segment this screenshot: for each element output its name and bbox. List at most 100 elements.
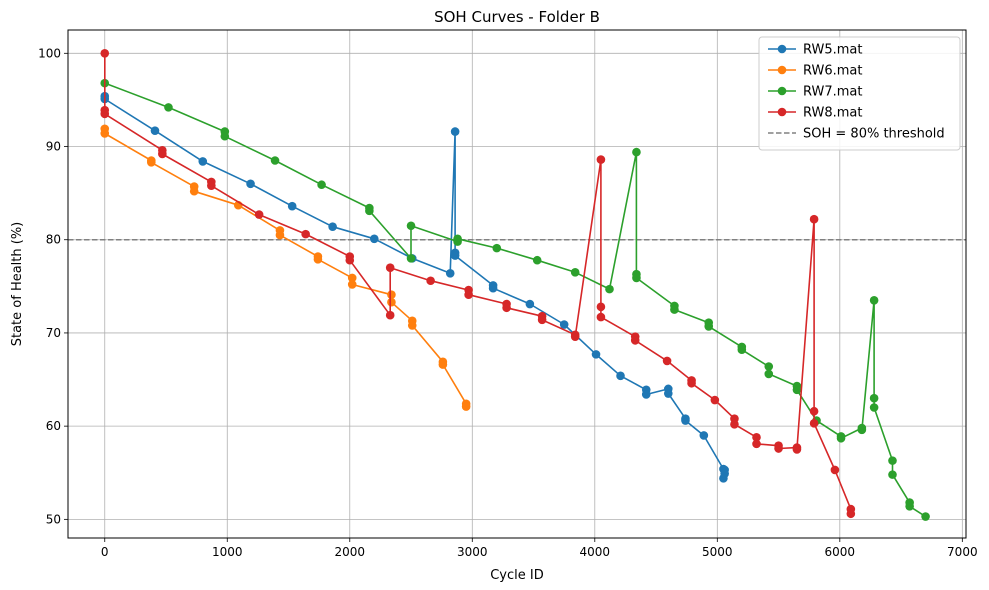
data-point [254,210,264,219]
data-point [450,251,460,260]
data-point [570,268,580,277]
series-rw7-mat [100,78,930,521]
y-tick-label: 70 [46,326,61,340]
data-point [445,268,455,278]
data-point [809,214,819,224]
data-point [830,465,840,475]
data-point [662,356,672,366]
legend-label: RW7.mat [803,85,863,100]
x-axis-title: Cycle ID [490,568,544,583]
data-point [641,390,651,399]
x-tick-label: 4000 [580,545,611,559]
data-point [347,273,357,283]
legend-entry-threshold: SOH = 80% threshold [768,127,945,142]
data-point [100,49,110,58]
data-point [704,322,714,331]
data-point [525,299,535,309]
data-point [189,186,199,196]
series-layer [100,49,930,521]
data-point [616,371,625,381]
legend-label: RW5.mat [803,43,863,58]
data-point [246,179,255,189]
data-point [681,416,690,425]
data-point [488,283,498,293]
data-point [158,149,167,159]
data-point [385,310,395,320]
data-point [461,402,471,411]
y-axis-title: State of Health (%) [10,222,25,347]
data-point [438,360,448,369]
data-point [464,290,473,300]
data-point [632,147,641,157]
data-point [328,222,337,231]
x-tick-label: 2000 [335,545,366,559]
data-point [570,332,580,341]
data-point [345,255,355,265]
y-tick-label: 60 [46,419,61,433]
axes-layer: 0 1000 2000 3000 4000 5000 6000 7000 50 60 70 80 90 1… [38,46,978,559]
data-point [630,336,640,345]
series-rw6-mat [100,124,471,411]
legend-entry: RW5.mat [768,43,863,58]
legend-entry: RW7.mat [768,85,863,100]
data-point [406,221,416,231]
data-point [426,276,435,286]
legend-marker [777,107,787,117]
x-tick-label: 7000 [947,545,978,559]
legend-label: SOH = 80% threshold [803,127,945,142]
x-tick-label: 0 [101,545,109,559]
legend: RW5.mat RW6.mat RW7.mat RW8.mat SOH = 80% th… [758,36,961,151]
data-point [596,302,606,312]
data-point [596,155,606,164]
data-point [406,254,416,263]
data-point [774,444,783,453]
data-point [710,395,720,405]
data-point [670,305,679,314]
data-point [387,290,396,300]
plot-area-frame [67,29,967,539]
data-point [869,393,879,403]
data-point [532,255,542,265]
x-tick-label: 1000 [212,545,243,559]
data-point [559,320,569,329]
data-point [687,378,696,388]
data-point [147,158,156,167]
series-rw8-mat [100,49,856,519]
data-point [888,470,897,479]
data-point [275,230,285,240]
legend-label: RW6.mat [803,64,863,79]
data-point [220,131,230,141]
data-point [207,181,216,190]
data-point [605,284,614,294]
y-tick-label: 80 [46,233,61,247]
data-point [537,315,547,325]
y-tick-label: 50 [46,512,61,526]
data-point [385,263,395,272]
data-point [846,509,856,519]
data-point [270,156,280,165]
data-point [809,419,819,428]
data-point [737,345,747,355]
data-point [730,419,739,429]
legend-entry: RW6.mat [768,64,863,79]
data-point [632,273,641,283]
data-point [100,129,110,138]
data-point [317,180,326,190]
data-point [905,502,914,511]
data-point [792,445,802,454]
chart-title: SOH Curves - Folder B [434,8,600,26]
data-point [502,303,511,313]
data-point [720,469,729,478]
legend-marker [777,44,787,54]
data-point [836,433,846,443]
data-point [450,127,460,136]
data-point [301,229,310,239]
data-point [857,425,867,435]
legend-marker [777,65,787,75]
legend-box [758,36,961,151]
data-point [869,296,879,305]
y-tick-label: 90 [46,140,61,154]
y-tick-label: 100 [38,46,61,60]
data-point [150,126,160,135]
